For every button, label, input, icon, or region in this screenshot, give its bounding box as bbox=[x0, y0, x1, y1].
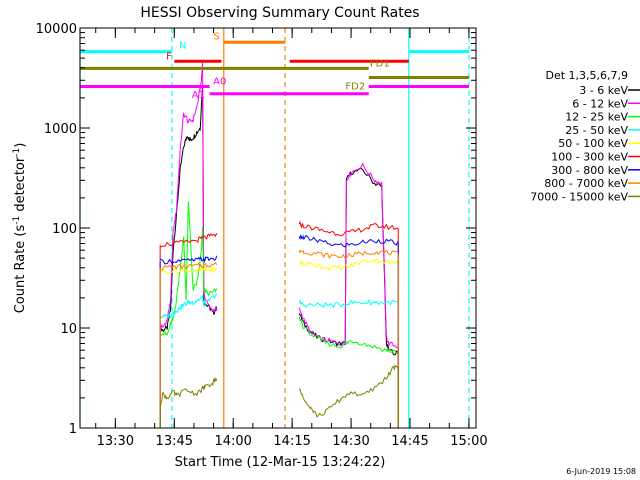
series-line-4 bbox=[159, 257, 399, 275]
flag-label-0: N bbox=[179, 41, 186, 52]
flag-label-6: FD2 bbox=[345, 81, 365, 92]
legend-label-0: 3 - 6 keV bbox=[579, 84, 628, 97]
flag-label-5: FD1 bbox=[370, 58, 390, 69]
x-tick-label-6: 15:00 bbox=[450, 434, 487, 449]
series-line-1 bbox=[159, 62, 399, 349]
legend-label-5: 100 - 300 keV bbox=[551, 151, 628, 164]
series-line-8 bbox=[159, 364, 399, 418]
flag-label-2: S bbox=[214, 31, 220, 42]
y-tick-label-1: 10 bbox=[60, 322, 77, 337]
y-axis-label: Count Rate (s-1 detector-1) bbox=[12, 143, 28, 314]
x-tick-label-5: 14:45 bbox=[391, 434, 428, 449]
date-stamp: 6-Jun-2019 15:08 bbox=[566, 467, 636, 476]
x-axis-label: Start Time (12-Mar-15 13:24:22) bbox=[175, 455, 386, 470]
flags-layer: N S F FD1 FD2 A0 A1 bbox=[80, 31, 469, 101]
legend-label-7: 800 - 7000 keV bbox=[544, 177, 628, 190]
series-line-5 bbox=[159, 220, 399, 248]
series-layer bbox=[159, 62, 399, 428]
y-tick-label-2: 100 bbox=[52, 222, 77, 237]
x-tick-label-4: 14:30 bbox=[332, 434, 369, 449]
series-line-2 bbox=[160, 201, 399, 355]
legend-label-6: 300 - 800 keV bbox=[551, 164, 628, 177]
series-line-6 bbox=[159, 234, 399, 265]
x-tick-label-2: 14:00 bbox=[214, 434, 251, 449]
y-tick-label-4: 10000 bbox=[36, 22, 77, 37]
legend-label-2: 12 - 25 keV bbox=[565, 111, 628, 124]
axes-layer: 1 10 100 1000 10000 13:30 13:45 14:00 14:15 14:30… bbox=[36, 22, 488, 449]
flag-label-8: A1 bbox=[192, 90, 205, 101]
legend-label-4: 50 - 100 keV bbox=[558, 137, 628, 150]
legend-title: Det 1,3,5,6,7,9 bbox=[545, 69, 628, 82]
chart-title: HESSI Observing Summary Count Rates bbox=[140, 5, 419, 21]
flag-label-3: F bbox=[166, 51, 172, 62]
flag-label-7: A0 bbox=[213, 77, 226, 88]
series-line-3 bbox=[159, 293, 399, 320]
x-tick-label-3: 14:15 bbox=[273, 434, 310, 449]
legend-label-3: 25 - 50 keV bbox=[565, 124, 628, 137]
x-tick-label-1: 13:45 bbox=[156, 434, 193, 449]
y-tick-label-3: 1000 bbox=[44, 122, 77, 137]
legend-label-8: 7000 - 15000 keV bbox=[530, 190, 628, 203]
y-tick-label-0: 1 bbox=[69, 422, 77, 437]
x-tick-label-0: 13:30 bbox=[97, 434, 134, 449]
series-line-7 bbox=[160, 249, 399, 271]
legend-label-1: 6 - 12 keV bbox=[572, 97, 628, 110]
